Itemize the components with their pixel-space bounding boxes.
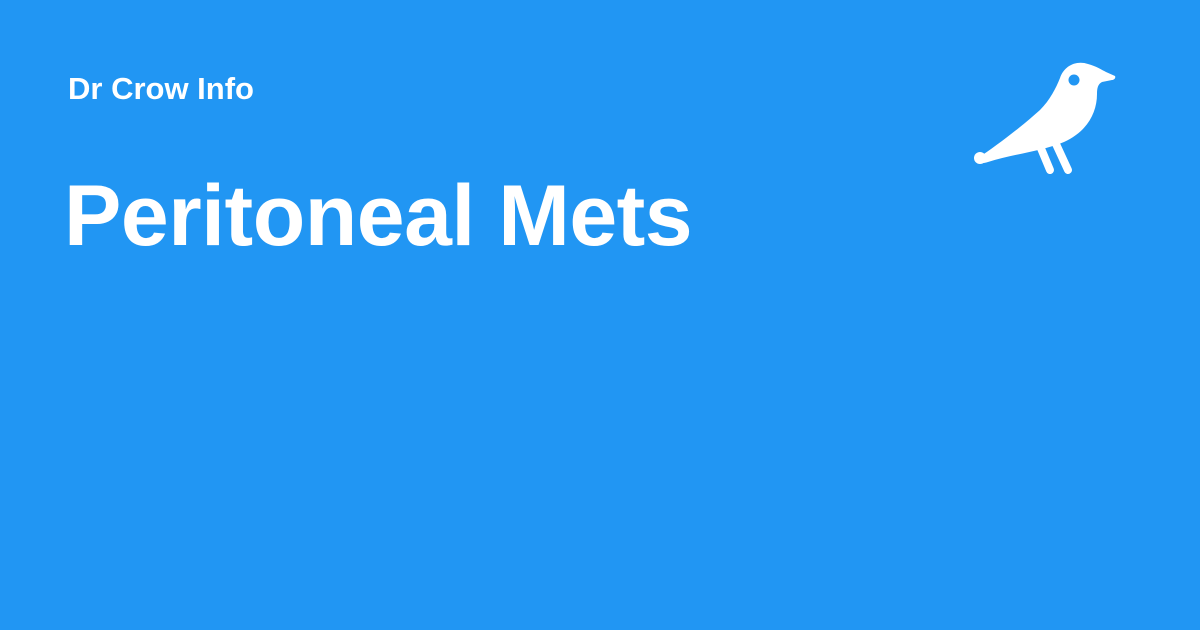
site-name: Dr Crow Info	[68, 71, 254, 106]
crow-icon	[974, 62, 1116, 174]
page-title: Peritoneal Mets	[64, 168, 693, 264]
